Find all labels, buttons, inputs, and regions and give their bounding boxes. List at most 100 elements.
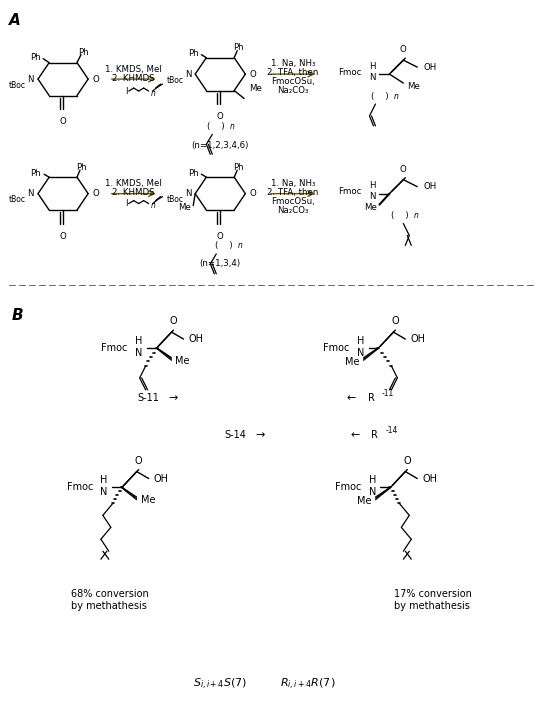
Text: O: O: [135, 455, 142, 465]
Text: N: N: [27, 189, 34, 198]
Text: n: n: [150, 201, 155, 210]
Text: Me: Me: [365, 203, 378, 212]
Text: 2. KHMDS: 2. KHMDS: [112, 188, 155, 197]
Text: Ph: Ph: [233, 163, 244, 172]
Text: OH: OH: [423, 63, 437, 71]
Text: Fmoc: Fmoc: [338, 187, 361, 196]
Text: Ph: Ph: [233, 43, 244, 52]
Text: O: O: [403, 455, 411, 465]
Text: Ph: Ph: [77, 48, 88, 57]
Text: n: n: [230, 122, 235, 131]
Text: 2. TFA, then: 2. TFA, then: [267, 68, 319, 77]
Text: Me: Me: [407, 82, 420, 90]
Text: OH: OH: [154, 474, 168, 484]
Text: ←: ←: [346, 393, 355, 403]
Text: 1. Na, NH₃: 1. Na, NH₃: [271, 179, 315, 189]
Text: N: N: [369, 487, 376, 498]
Text: n: n: [238, 241, 243, 251]
Text: 68% conversion
by methathesis: 68% conversion by methathesis: [71, 589, 149, 611]
Text: $\mathit{R}_{i,i+4}\mathit{R}(7)$: $\mathit{R}_{i,i+4}\mathit{R}(7)$: [280, 677, 336, 693]
Text: N: N: [370, 73, 376, 82]
Text: Ph: Ph: [76, 163, 86, 172]
Text: OH: OH: [189, 334, 203, 344]
Text: Me: Me: [357, 496, 372, 506]
Text: O: O: [92, 75, 99, 83]
Text: N: N: [135, 348, 142, 358]
Text: O: O: [169, 316, 177, 326]
Text: H: H: [357, 336, 364, 346]
Text: H: H: [369, 476, 376, 486]
Text: n: n: [393, 92, 398, 100]
Text: H: H: [135, 336, 142, 346]
Text: Me: Me: [141, 496, 155, 505]
Text: O: O: [60, 117, 66, 126]
Text: Fmoc: Fmoc: [66, 482, 93, 493]
Text: Me: Me: [178, 203, 191, 212]
Text: →: →: [255, 430, 264, 440]
Text: 1. KMDS, MeI: 1. KMDS, MeI: [105, 179, 162, 189]
Text: O: O: [249, 70, 256, 78]
Text: A: A: [9, 13, 21, 28]
Text: I: I: [125, 87, 127, 95]
Text: R: R: [367, 393, 374, 403]
Text: N: N: [370, 192, 376, 201]
Text: (    ): ( ): [215, 241, 233, 251]
Text: O: O: [217, 232, 223, 241]
Text: (n=1,3,4): (n=1,3,4): [199, 259, 241, 268]
Text: 17% conversion
by methathesis: 17% conversion by methathesis: [395, 589, 473, 611]
Text: Fmoc: Fmoc: [335, 482, 361, 493]
Text: O: O: [249, 189, 256, 198]
Text: Na₂CO₃: Na₂CO₃: [277, 85, 308, 95]
Text: 2. KHMDS: 2. KHMDS: [112, 73, 155, 83]
Text: H: H: [370, 181, 376, 190]
Text: tBoc: tBoc: [9, 195, 26, 204]
Text: -11: -11: [382, 389, 393, 398]
Text: 2. TFA, then: 2. TFA, then: [267, 188, 319, 197]
Text: 1. Na, NH₃: 1. Na, NH₃: [271, 59, 315, 68]
Text: Ph: Ph: [188, 169, 198, 178]
Text: R: R: [372, 430, 378, 440]
Text: FmocOSu,: FmocOSu,: [271, 197, 315, 206]
Text: O: O: [400, 164, 407, 174]
Text: OH: OH: [410, 334, 425, 344]
Text: Fmoc: Fmoc: [101, 343, 128, 353]
Text: →: →: [168, 393, 178, 403]
Text: OH: OH: [422, 474, 437, 484]
Text: FmocOSu,: FmocOSu,: [271, 76, 315, 85]
Text: (    ): ( ): [371, 92, 388, 100]
Text: N: N: [185, 70, 191, 78]
Text: Fmoc: Fmoc: [338, 68, 361, 77]
Text: n: n: [413, 211, 418, 220]
Text: (    ): ( ): [391, 211, 408, 220]
Text: (    ): ( ): [208, 122, 225, 131]
Text: H: H: [100, 476, 107, 486]
Text: tBoc: tBoc: [9, 80, 26, 90]
Text: Me: Me: [345, 357, 360, 367]
Text: S-11: S-11: [138, 393, 160, 403]
Text: N: N: [185, 189, 191, 198]
Text: ←: ←: [350, 430, 360, 440]
Text: O: O: [217, 112, 223, 121]
Text: O: O: [60, 232, 66, 241]
Text: O: O: [92, 189, 99, 198]
Text: $\mathit{S}_{i,i+4}\mathit{S}(7)$: $\mathit{S}_{i,i+4}\mathit{S}(7)$: [193, 677, 247, 693]
Text: tBoc: tBoc: [166, 195, 183, 204]
Text: 1. KMDS, MeI: 1. KMDS, MeI: [105, 65, 162, 73]
Text: S-14: S-14: [224, 430, 246, 440]
Text: -14: -14: [385, 426, 398, 435]
Text: OH: OH: [423, 182, 437, 191]
Text: B: B: [11, 309, 23, 323]
Text: O: O: [391, 316, 399, 326]
Text: H: H: [370, 61, 376, 71]
Text: Me: Me: [175, 356, 190, 366]
Text: I: I: [125, 199, 127, 208]
Text: N: N: [100, 487, 107, 498]
Text: N: N: [27, 75, 34, 83]
Text: N: N: [357, 348, 364, 358]
Text: Ph: Ph: [31, 169, 41, 178]
Text: Fmoc: Fmoc: [323, 343, 349, 353]
Text: n: n: [150, 88, 155, 97]
Text: O: O: [400, 45, 407, 54]
Text: Ph: Ph: [188, 49, 198, 58]
Text: Na₂CO₃: Na₂CO₃: [277, 206, 308, 215]
